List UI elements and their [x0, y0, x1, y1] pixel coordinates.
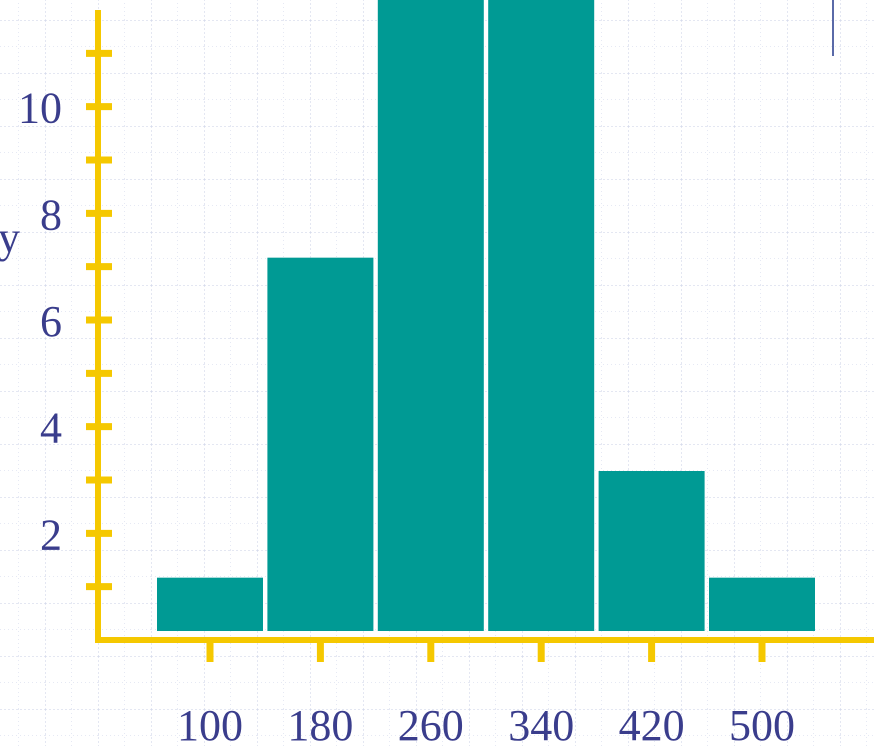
y-tick-label: 8 [40, 190, 62, 239]
bar [598, 471, 705, 631]
y-tick-label: 2 [40, 510, 62, 559]
x-tick-label: 100 [177, 701, 243, 746]
y-axis-label: y [0, 213, 20, 262]
bar [377, 0, 484, 631]
y-tick-label: 4 [40, 404, 62, 453]
bar [709, 577, 815, 631]
y-tick-label: 10 [18, 84, 62, 133]
x-tick-label: 180 [287, 701, 353, 746]
bar [267, 257, 374, 631]
bar [157, 577, 263, 631]
x-tick-label: 420 [619, 701, 685, 746]
x-tick-label: 500 [729, 701, 795, 746]
bar [488, 0, 595, 631]
y-tick-label: 6 [40, 297, 62, 346]
x-tick-label: 260 [398, 701, 464, 746]
x-tick-label: 340 [508, 701, 574, 746]
